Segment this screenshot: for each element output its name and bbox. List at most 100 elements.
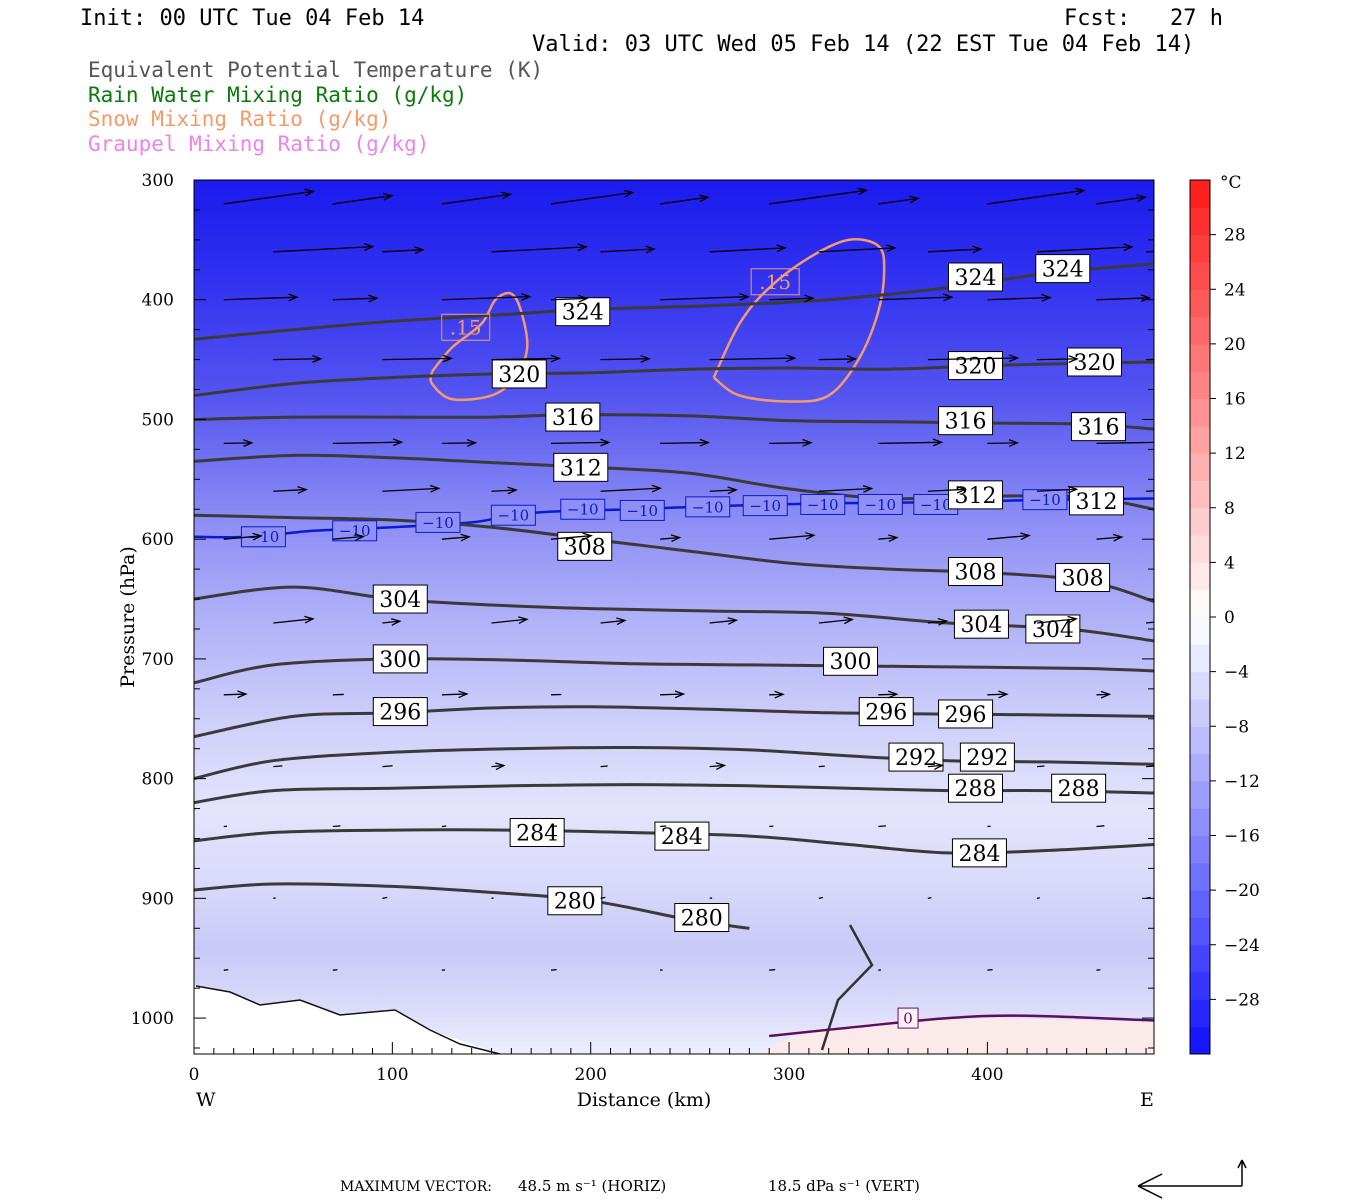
colorbar-band [1190,398,1210,427]
wind-vector [382,620,400,624]
wind-vector-head [715,762,727,770]
wind-vector-head [252,532,263,541]
wind-vector-head [1216,355,1224,362]
wind-vector-head [442,354,453,363]
svg-text:300: 300 [830,650,872,675]
theta-e-label-292-0: 292 [888,742,944,772]
wind-vector-head [843,616,855,625]
wind-vector-head [670,534,682,543]
wind-vector [600,248,655,253]
wind-vector [491,246,587,253]
theta-e-label-300-1: 300 [823,646,879,676]
wind-vector [987,693,1007,696]
var-theta-e: Equivalent Potential Temperature (K) [88,58,544,82]
theta-e-label-312-2: 312 [1068,486,1124,516]
wind-vector-head [651,484,663,493]
isotherm-label-0-0: −10 [240,526,286,548]
wind-vector [600,487,661,492]
svg-text:0: 0 [903,1009,913,1027]
isotherm-0 [769,1014,1154,1038]
x-tick-label: 100 [376,1065,408,1085]
colorbar-band [1190,753,1210,782]
wind-vector [927,620,947,624]
wind-vector [1036,618,1077,624]
max-vector-horiz: 48.5 m s⁻¹ (HORIZ) [518,1177,666,1195]
wind-vector [1146,765,1154,768]
wind-vector [878,693,897,696]
wind-vector [1096,825,1105,828]
colorbar-band [1190,972,1210,1000]
wind-vector [878,825,886,828]
wind-vector-head [674,690,686,699]
wind-vector-head [972,245,983,254]
colorbar-tick-label: 28 [1224,226,1246,246]
svg-text:292: 292 [895,746,937,771]
wind-vector [1036,246,1132,253]
wind-vector-head [304,188,316,197]
wind-vector [927,764,943,768]
isotherm-label-0-2: −10 [415,511,461,533]
wind-vector [769,442,812,445]
svg-text:316: 316 [1077,416,1119,441]
wind-vector [709,247,786,253]
wind-vector-head [237,690,248,699]
theta-e-label-316-1: 316 [938,406,994,436]
wind-vector-head [1100,690,1112,699]
theta-e-label-284-2: 284 [951,838,1007,868]
wind-vector-head [774,690,785,699]
theta-e-label-308-2: 308 [1055,562,1111,592]
wind-vector-head [776,244,787,253]
isotherm-label-0-3: −10 [490,504,536,526]
var-graupel: Graupel Mixing Ratio (g/kg) [88,132,430,156]
wind-vector-head [1112,533,1124,542]
colorbar-tick-label: −24 [1224,936,1260,956]
svg-text:.15: .15 [759,270,791,294]
svg-text:280: 280 [554,890,596,915]
isotherm-label-0-10: −10 [913,493,959,515]
wind-vector [709,897,713,899]
wind-vector [660,296,749,301]
wind-vector [1096,441,1154,445]
wind-vector-head [501,191,513,200]
wind-vector [273,358,321,361]
isotherm-label-0-7: −10 [742,495,788,517]
svg-text:−10: −10 [248,528,280,546]
plot-frame [193,179,1155,1055]
wind-vector [709,357,795,361]
svg-text:308: 308 [1062,566,1104,591]
wind-vector-head [304,615,315,624]
svg-text:308: 308 [954,560,996,585]
wind-vector-head [1153,618,1154,626]
wind-vector [818,247,895,253]
x-tick-label: 0 [189,1065,200,1085]
wind-vector [550,825,558,828]
colorbar-band [1190,999,1210,1028]
max-vector-key: MAXIMUM VECTOR: 48.5 m s⁻¹ (HORIZ) 18.5 … [340,1159,1247,1199]
snow-label-0-0: .15 [441,313,491,341]
wind-vector [818,765,825,768]
wind-vector-head [857,187,869,196]
wind-vector [1036,897,1040,899]
wind-vector-head [390,618,402,626]
theta-e-label-324-0: 324 [555,297,611,327]
colorbar-band [1190,371,1210,399]
theta-e-contour-300 [194,657,1154,685]
theta-e-label-316-2: 316 [1070,412,1126,442]
wind-vector-head [933,762,945,771]
wind-vector [600,765,608,768]
valid-time: Valid: 03 UTC Wed 05 Feb 14 (22 EST Tue … [532,32,1195,57]
colorbar-band [1190,671,1210,700]
wind-vector-head [312,354,323,363]
wind-vector [382,249,424,253]
wind-vector [927,248,981,253]
wind-vector [769,189,867,205]
wind-vector [441,442,476,445]
svg-text:−10: −10 [920,496,952,514]
wind-vector-head [727,617,739,625]
wind-vector [769,534,815,540]
wind-vector [878,441,942,445]
terrain-line [195,985,501,1054]
colorbar-band [1190,890,1210,918]
wind-vector [1146,250,1154,253]
wind-vector-head [550,354,561,363]
